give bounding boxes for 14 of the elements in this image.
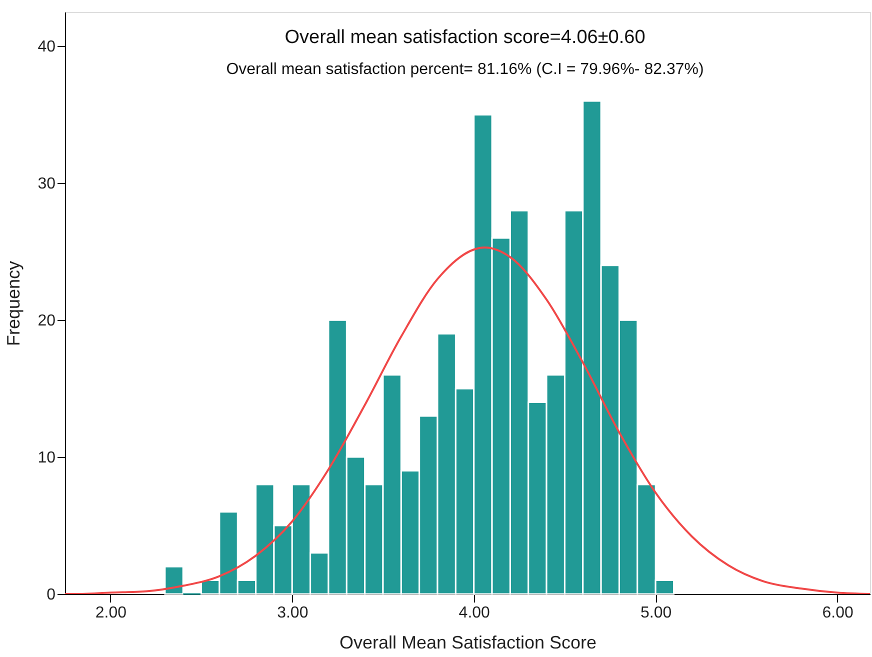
y-tick-label: 0 — [46, 586, 56, 604]
x-tick-label: 2.00 — [95, 604, 127, 622]
y-axis-title: Frequency — [4, 260, 24, 346]
annotation: Overall mean satisfaction score=4.06±0.60 — [284, 27, 646, 48]
annotation: Overall mean satisfaction percent= 81.16% (C.I = 79.96%- 82.37%) — [226, 61, 704, 78]
y-tick-label: 10 — [38, 450, 56, 467]
y-tick-label: 30 — [38, 176, 56, 193]
x-axis-title: Overall Mean Satisfaction Score — [339, 632, 597, 652]
x-tick-label: 6.00 — [822, 604, 854, 622]
x-tick-label: 5.00 — [640, 604, 672, 622]
y-tick-label: 20 — [38, 312, 56, 330]
x-tick-label: 3.00 — [277, 604, 308, 622]
y-tick-label: 40 — [38, 38, 56, 56]
x-tick-label: 4.00 — [458, 604, 490, 622]
